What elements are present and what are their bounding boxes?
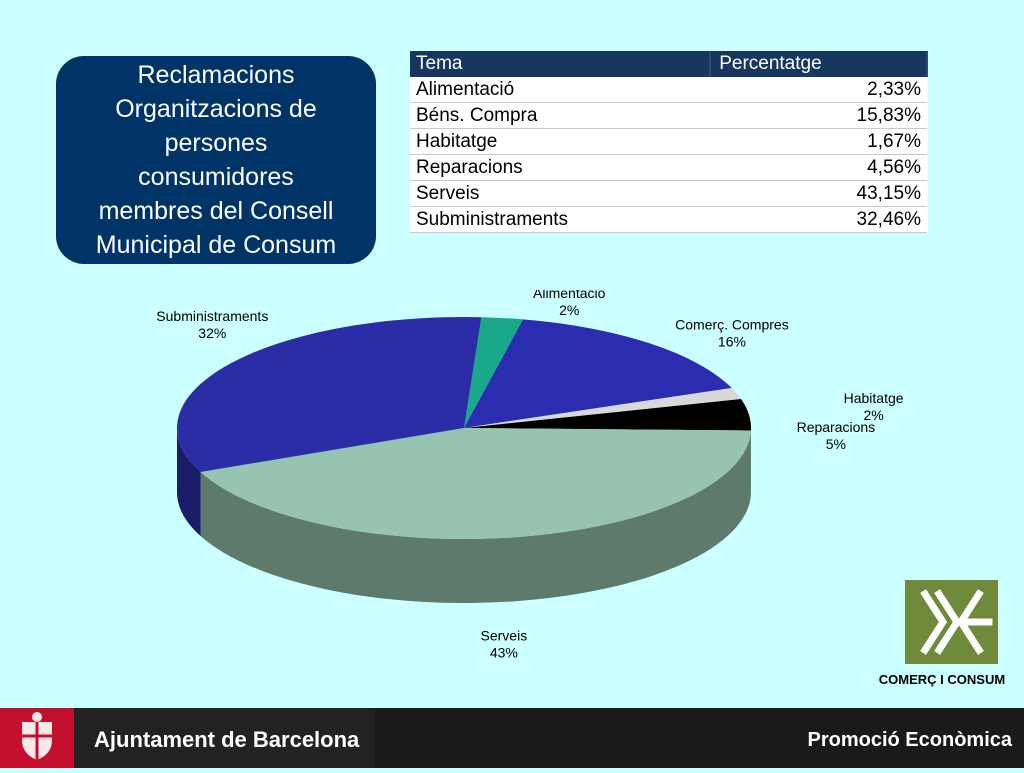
cell-tema: Serveis	[410, 181, 710, 207]
table-row: Habitatge 1,67%	[410, 129, 927, 155]
cell-pct: 15,83%	[710, 103, 927, 129]
table-row: Alimentació 2,33%	[410, 77, 927, 103]
barcelona-crest-icon	[0, 708, 74, 768]
table-row: Béns. Compra 15,83%	[410, 103, 927, 129]
table-header-row: Tema Percentatge	[410, 51, 927, 77]
arrows-logo-icon	[905, 580, 998, 664]
cell-tema: Subministraments	[410, 207, 710, 233]
table-row: Reparacions 4,56%	[410, 155, 927, 181]
table-row: Subministraments 32,46%	[410, 207, 927, 233]
cell-pct: 1,67%	[710, 129, 927, 155]
data-table: Tema Percentatge Alimentació 2,33% Béns.…	[410, 51, 928, 233]
footer-ajuntament: Ajuntament de Barcelona	[94, 727, 359, 753]
header-tema: Tema	[410, 51, 710, 77]
cell-pct: 4,56%	[710, 155, 927, 181]
logo-text: COMERÇ I CONSUM	[862, 672, 1022, 687]
cell-pct: 32,46%	[710, 207, 927, 233]
table-row: Serveis 43,15%	[410, 181, 927, 207]
title-box: Reclamacions Organitzacions de persones …	[56, 56, 376, 264]
cell-pct: 43,15%	[710, 181, 927, 207]
comerc-consum-logo	[905, 580, 998, 664]
cell-tema: Habitatge	[410, 129, 710, 155]
cell-tema: Béns. Compra	[410, 103, 710, 129]
cell-tema: Reparacions	[410, 155, 710, 181]
cell-pct: 2,33%	[710, 77, 927, 103]
footer-left: Ajuntament de Barcelona	[0, 708, 375, 768]
footer-promocio: Promoció Econòmica	[808, 729, 1013, 752]
footer-bar: Ajuntament de Barcelona Promoció Econòmi…	[0, 708, 1024, 768]
cell-tema: Alimentació	[410, 77, 710, 103]
header-percentatge: Percentatge	[710, 51, 927, 77]
